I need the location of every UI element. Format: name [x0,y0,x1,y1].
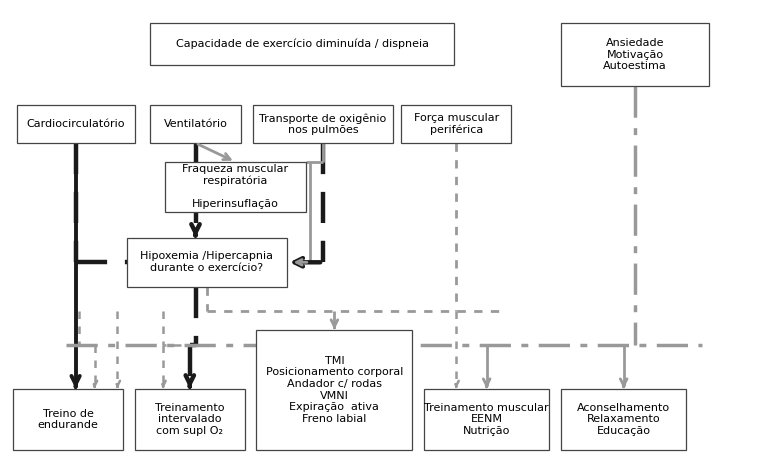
Text: Cardiocirculatório: Cardiocirculatório [27,119,125,129]
Text: Transporte de oxigênio
nos pulmões: Transporte de oxigênio nos pulmões [260,113,387,135]
Text: Aconselhamento
Relaxamento
Educação: Aconselhamento Relaxamento Educação [577,403,670,436]
Text: Treino de
endurande: Treino de endurande [37,408,99,430]
FancyBboxPatch shape [401,105,511,143]
FancyBboxPatch shape [134,389,245,450]
FancyBboxPatch shape [13,389,123,450]
FancyBboxPatch shape [253,105,393,143]
FancyBboxPatch shape [150,23,455,65]
Text: Treinamento muscular
EENM
Nutrição: Treinamento muscular EENM Nutrição [424,403,549,436]
Text: TMI
Posicionamento corporal
Andador c/ rodas
VMNI
Expiração  ativa
Freno labial: TMI Posicionamento corporal Andador c/ r… [266,356,403,424]
Text: Ansiedade
Motivação
Autoestima: Ansiedade Motivação Autoestima [604,38,667,71]
FancyBboxPatch shape [150,105,241,143]
Text: Capacidade de exercício diminuída / dispneia: Capacidade de exercício diminuída / disp… [176,38,429,49]
FancyBboxPatch shape [165,162,306,211]
FancyBboxPatch shape [17,105,134,143]
FancyBboxPatch shape [257,330,413,450]
Text: Força muscular
periférica: Força muscular periférica [413,113,499,135]
FancyBboxPatch shape [127,238,286,287]
FancyBboxPatch shape [561,389,687,450]
FancyBboxPatch shape [424,389,549,450]
Text: Fraqueza muscular
respiratória

Hiperinsuflação: Fraqueza muscular respiratória Hiperinsu… [183,164,289,209]
Text: Treinamento
intervalado
com supl O₂: Treinamento intervalado com supl O₂ [155,403,225,436]
Text: Hipoxemia /Hipercapnia
durante o exercício?: Hipoxemia /Hipercapnia durante o exercíc… [141,251,274,273]
FancyBboxPatch shape [561,23,709,86]
Text: Ventilatório: Ventilatório [163,119,228,129]
